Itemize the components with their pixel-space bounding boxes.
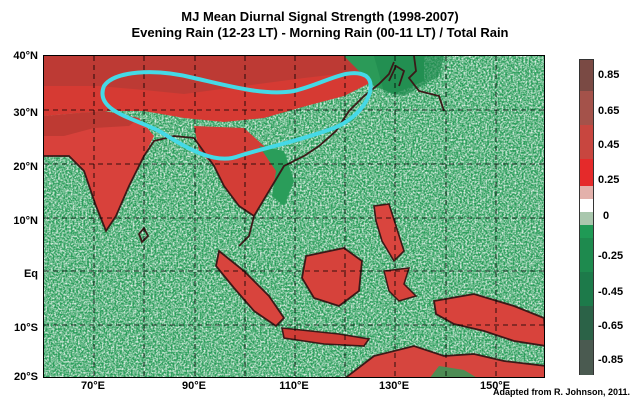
lon-label-70e: 70°E [81,380,105,392]
colorbar-label-neg0.45: -0.45 [598,286,624,298]
colorbar-label-0.85: 0.85 [598,69,620,81]
colorbar-segment [580,224,593,239]
colorbar-segment [580,185,593,200]
colorbar-segment [580,237,593,273]
lat-label-40n: 40°N [13,50,38,62]
colorbar-segment [580,198,593,213]
graticule [44,56,544,377]
coastlines [44,56,445,247]
lon-label-90e: 90°E [182,380,206,392]
colorbar-segment [580,159,593,187]
rain-signal-map [43,55,545,378]
lon-label-130e: 130°E [378,380,410,392]
lat-label-eq: Eq [23,268,38,280]
lat-label-30n: 30°N [13,107,38,119]
borneo-region [301,247,363,307]
colorbar-segment [580,60,593,92]
india-region [44,111,154,231]
colorbar-label-neg0.85: -0.85 [598,354,624,366]
colorbar-label-0.25: 0.25 [598,174,620,186]
colorbar-segment [580,271,593,307]
lon-label-150e: 150°E [479,380,511,392]
indochina-green [259,146,294,206]
colorbar-label-0.45: 0.45 [598,139,620,151]
new-guinea-region [432,293,544,347]
colorbar [579,59,594,375]
lon-label-110e: 110°E [279,380,309,392]
lat-label-20n: 20°N [13,161,38,173]
colorbar-label-neg0.25: -0.25 [598,250,624,262]
australia-green [430,366,476,377]
colorbar-label-0: 0 [603,210,610,222]
north-dark-red-region [44,56,374,94]
java-region [281,327,371,347]
colorbar-segment [580,91,593,127]
sulawesi-region [383,267,418,302]
india-north-region [44,111,139,136]
sumatra-region [215,249,286,328]
tibet-highlight-outline [100,70,373,161]
colorbar-label-0.65: 0.65 [598,105,620,117]
lat-label-10s: 10°S [14,322,38,334]
colorbar-segment [580,305,593,341]
lat-label-20s: 20°S [14,371,38,383]
colorbar-segment [580,125,593,161]
colorbar-label-neg0.65: -0.65 [598,320,624,332]
lat-label-10n: 10°N [13,215,38,227]
colorbar-segment [580,339,593,375]
colorbar-segment [580,211,593,226]
australia-region [345,345,544,377]
title-line-2: Evening Rain (12-23 LT) - Morning Rain (… [131,25,509,40]
title-line-1: MJ Mean Diurnal Signal Strength (1998-20… [181,9,459,24]
map-canvas [44,56,544,377]
credit-text: Adapted from R. Johnson, 2011. [492,387,630,397]
